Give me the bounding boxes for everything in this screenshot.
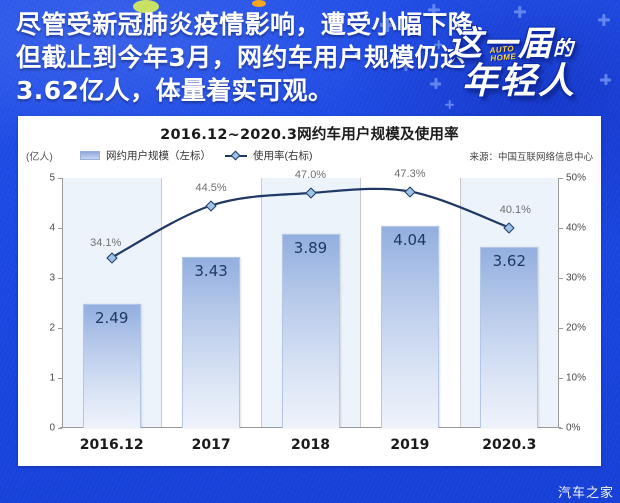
legend-line-marker-icon (225, 150, 247, 161)
right-axis-tick-label: 10% (566, 372, 587, 384)
watermark: 汽车之家 (557, 486, 614, 501)
left-axis-tick-label: 2 (49, 322, 55, 334)
dot-decoration-icon (133, 0, 159, 13)
x-axis-label: 2020.3 (482, 437, 537, 453)
category-separator (161, 178, 163, 428)
dot-decoration-icon (252, 0, 266, 7)
line-value-label: 34.1% (90, 236, 122, 249)
left-axis-tick (58, 328, 62, 329)
chart-legend: 网约用户规模（左标） 使用率(右标) (80, 148, 313, 163)
left-axis-tick-label: 4 (49, 222, 55, 234)
bar: 3.89 (281, 233, 340, 428)
legend-bar-swatch (80, 151, 100, 160)
headline-line-3: 3.62亿人，体量着实可观。 (16, 76, 334, 105)
left-axis-tick-label: 0 (49, 422, 55, 434)
left-axis-tick-label: 5 (49, 172, 55, 184)
left-axis-tick-label: 1 (49, 372, 55, 384)
x-axis-label: 2018 (291, 437, 330, 453)
line-value-label: 47.3% (394, 167, 426, 180)
bar-value-label: 3.43 (194, 261, 228, 280)
line-value-label: 40.1% (499, 203, 531, 216)
line-series (110, 187, 511, 259)
left-axis-tick (58, 178, 62, 179)
bar-value-label: 3.89 (293, 238, 328, 257)
headline-line-1: 尽管受新冠肺炎疫情影响，遭受小幅下降， (16, 10, 499, 39)
category-separator (260, 178, 262, 428)
right-axis-tick (559, 228, 563, 229)
left-axis-line (62, 178, 63, 428)
headline: 尽管受新冠肺炎疫情影响，遭受小幅下降， 但截止到今年3月，网约车用户规模仍达 3… (16, 8, 499, 107)
chart-panel: 2016.12~2020.3网约车用户规模及使用率 (亿人) 网约用户规模（左标… (18, 116, 601, 466)
line-value-label: 47.0% (294, 169, 327, 181)
logo-line-2: 年轻人 (462, 61, 577, 102)
logo-line-1-suffix: 的 (553, 36, 574, 60)
plot-area: 0 1 2 3 4 5 0% 10% 20% 30% 40% 50% 2.49 3.43 3.89 4.0… (49, 168, 586, 454)
right-axis-tick-label: 30% (566, 272, 587, 284)
right-axis-tick (559, 178, 563, 179)
right-axis-tick-label: 20% (566, 322, 587, 334)
bar: 3.43 (182, 256, 241, 428)
right-axis-tick-label: 40% (566, 222, 587, 234)
dot-decoration-icon (355, 52, 360, 57)
legend-label-line: 使用率(右标) (253, 150, 313, 162)
line-value-label: 44.5% (195, 181, 227, 194)
legend-label-bar: 网约用户规模（左标） (106, 150, 211, 162)
headline-line-2: 但截止到今年3月，网约车用户规模仍达 (16, 43, 466, 72)
bar-value-label: 3.62 (492, 252, 526, 270)
right-axis-tick (559, 428, 563, 429)
brand-logo: 这一届的 AUTO HOME 年轻人 (436, 12, 614, 104)
x-axis-label: 2016.12 (79, 437, 144, 453)
chart-source: 来源：中国互联网络信息中心 (469, 152, 593, 163)
right-axis-tick-label: 0% (566, 422, 581, 434)
right-axis-tick (559, 328, 563, 329)
bar: 2.49 (82, 303, 141, 428)
bar: 4.04 (380, 226, 439, 428)
left-axis-tick (58, 228, 62, 229)
bar: 3.62 (480, 247, 539, 428)
left-axis-tick (58, 378, 62, 379)
x-axis-label: 2017 (191, 437, 231, 453)
category-separator (360, 178, 362, 428)
right-axis-line (558, 178, 559, 428)
left-axis-tick-label: 3 (49, 272, 55, 284)
y-axis-unit-label: (亿人) (26, 152, 53, 163)
bar-value-label: 4.04 (393, 231, 427, 249)
left-axis-tick (58, 278, 62, 279)
x-axis-label: 2019 (390, 437, 430, 453)
logo-line-1-main: 这一届 (448, 24, 553, 64)
dot-decoration-icon (176, 88, 180, 92)
bar-value-label: 2.49 (94, 308, 129, 327)
chart-title: 2016.12~2020.3网约车用户规模及使用率 (160, 127, 459, 143)
left-axis-tick (58, 428, 62, 429)
logo-line-1: 这一届的 (448, 16, 574, 65)
logo-badge: AUTO HOME (489, 44, 516, 63)
category-separator (459, 178, 461, 428)
right-axis-tick (559, 278, 563, 279)
right-axis-tick-label: 50% (566, 172, 587, 184)
right-axis-tick (559, 378, 563, 379)
